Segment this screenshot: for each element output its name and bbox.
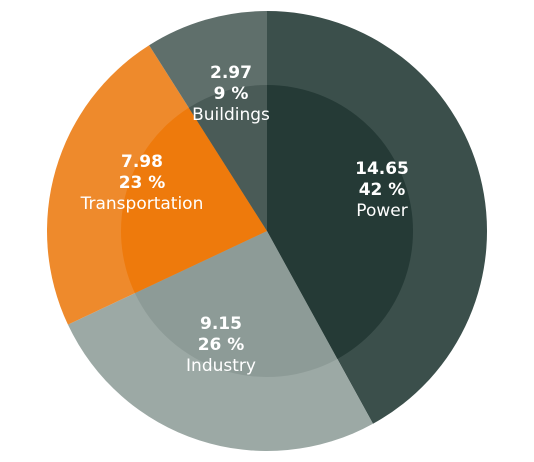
slice-percent-label-transportation: 23 % [119, 173, 166, 193]
slice-percent-label-industry: 26 % [198, 335, 245, 355]
pie-slices-inner [121, 85, 414, 377]
slice-value-label-industry: 9.15 [200, 314, 242, 334]
pie-slice-inner-buildings [188, 85, 267, 231]
slice-value-label-transportation: 7.98 [121, 152, 163, 172]
pie-slice-inner-industry [134, 231, 338, 377]
slice-value-label-power: 14.65 [355, 159, 409, 179]
pie-slice-inner-power [267, 85, 414, 359]
slice-category-label-buildings: Buildings [192, 105, 270, 125]
pie-slice-inner-transportation [121, 107, 267, 294]
slice-percent-label-buildings: 9 % [214, 84, 249, 104]
slice-category-label-industry: Industry [186, 356, 256, 376]
slice-category-label-power: Power [356, 201, 407, 221]
slice-category-label-transportation: Transportation [80, 194, 204, 214]
slice-percent-label-power: 42 % [359, 180, 406, 200]
slice-value-label-buildings: 2.97 [210, 63, 252, 83]
